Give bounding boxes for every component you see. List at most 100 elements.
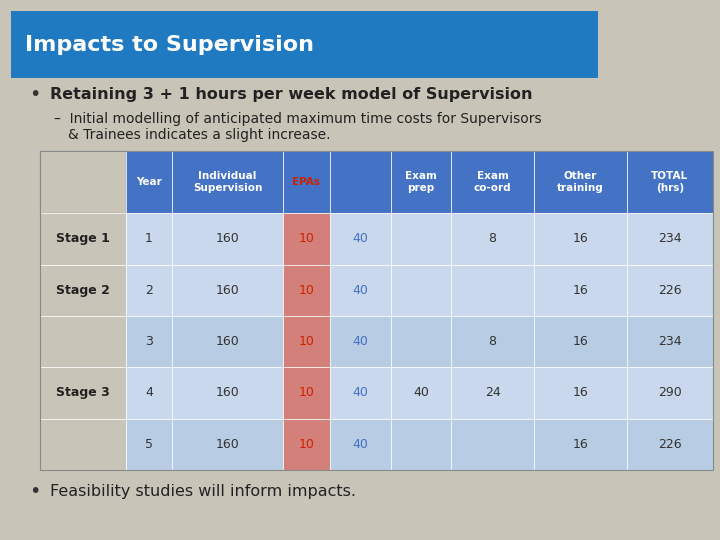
Bar xyxy=(390,213,451,265)
Bar xyxy=(451,367,534,418)
Bar xyxy=(627,367,713,418)
Bar xyxy=(534,316,627,367)
Text: 40: 40 xyxy=(352,386,368,400)
Bar xyxy=(627,418,713,470)
Bar xyxy=(172,367,283,418)
Text: •: • xyxy=(29,85,40,104)
Text: 1: 1 xyxy=(145,233,153,246)
Text: 16: 16 xyxy=(572,386,588,400)
Text: 2: 2 xyxy=(145,284,153,297)
Bar xyxy=(172,213,283,265)
Text: 8: 8 xyxy=(489,335,497,348)
Text: 160: 160 xyxy=(216,284,240,297)
Bar xyxy=(283,151,330,213)
Text: & Trainees indicates a slight increase.: & Trainees indicates a slight increase. xyxy=(68,128,331,142)
Bar xyxy=(451,151,534,213)
Bar xyxy=(534,367,627,418)
Bar xyxy=(451,213,534,265)
Text: 234: 234 xyxy=(658,233,682,246)
Bar xyxy=(534,213,627,265)
Text: Feasibility studies will inform impacts.: Feasibility studies will inform impacts. xyxy=(50,484,356,499)
Text: 10: 10 xyxy=(298,233,315,246)
Bar xyxy=(451,265,534,316)
Text: 4: 4 xyxy=(145,386,153,400)
Bar xyxy=(172,151,283,213)
Text: 160: 160 xyxy=(216,437,240,451)
Text: 24: 24 xyxy=(485,386,500,400)
Bar xyxy=(627,213,713,265)
Text: 5: 5 xyxy=(145,437,153,451)
Bar xyxy=(627,316,713,367)
Bar xyxy=(390,151,451,213)
Bar xyxy=(534,151,627,213)
Bar xyxy=(627,265,713,316)
Bar xyxy=(330,265,390,316)
Bar xyxy=(330,418,390,470)
Bar xyxy=(534,265,627,316)
Text: 40: 40 xyxy=(352,284,368,297)
Bar xyxy=(125,316,172,367)
Text: Impacts to Supervision: Impacts to Supervision xyxy=(25,35,314,55)
Text: 10: 10 xyxy=(298,386,315,400)
Text: Year: Year xyxy=(136,177,162,187)
Text: Stage 3: Stage 3 xyxy=(55,386,109,400)
Bar xyxy=(125,151,172,213)
Bar xyxy=(40,213,125,265)
Bar xyxy=(125,418,172,470)
Text: 16: 16 xyxy=(572,284,588,297)
Text: 226: 226 xyxy=(658,437,682,451)
Bar xyxy=(330,213,390,265)
Bar xyxy=(40,151,713,470)
Bar xyxy=(172,316,283,367)
Text: Stage 1: Stage 1 xyxy=(55,233,109,246)
Text: 290: 290 xyxy=(658,386,682,400)
Bar xyxy=(40,316,125,367)
Bar xyxy=(451,316,534,367)
Bar xyxy=(390,316,451,367)
Text: EPAs: EPAs xyxy=(292,177,320,187)
Text: Exam
co-ord: Exam co-ord xyxy=(474,171,511,193)
Text: 160: 160 xyxy=(216,335,240,348)
Text: 10: 10 xyxy=(298,284,315,297)
Text: 8: 8 xyxy=(489,233,497,246)
Text: 234: 234 xyxy=(658,335,682,348)
Text: •: • xyxy=(29,482,40,501)
Text: 16: 16 xyxy=(572,233,588,246)
Text: Individual
Supervision: Individual Supervision xyxy=(193,171,262,193)
Text: Retaining 3 + 1 hours per week model of Supervision: Retaining 3 + 1 hours per week model of … xyxy=(50,87,533,102)
Bar xyxy=(40,151,125,213)
Bar xyxy=(330,367,390,418)
Text: 40: 40 xyxy=(352,233,368,246)
Bar xyxy=(283,367,330,418)
Text: 40: 40 xyxy=(352,335,368,348)
Bar xyxy=(172,418,283,470)
Bar xyxy=(40,265,125,316)
Text: TOTAL
(hrs): TOTAL (hrs) xyxy=(652,171,688,193)
Text: 160: 160 xyxy=(216,386,240,400)
Text: 160: 160 xyxy=(216,233,240,246)
Bar xyxy=(390,367,451,418)
Bar xyxy=(283,316,330,367)
Text: Exam
prep: Exam prep xyxy=(405,171,437,193)
Bar xyxy=(172,265,283,316)
Bar xyxy=(125,265,172,316)
Text: 10: 10 xyxy=(298,437,315,451)
Text: Other
training: Other training xyxy=(557,171,603,193)
Text: Admin: Admin xyxy=(341,177,379,187)
Bar xyxy=(330,151,390,213)
Text: 3: 3 xyxy=(145,335,153,348)
Bar xyxy=(125,213,172,265)
Bar xyxy=(40,418,125,470)
Bar xyxy=(283,213,330,265)
Bar xyxy=(40,367,125,418)
Bar xyxy=(330,316,390,367)
Bar xyxy=(283,265,330,316)
Bar xyxy=(283,418,330,470)
Bar xyxy=(534,418,627,470)
Bar xyxy=(627,151,713,213)
Bar xyxy=(11,11,598,78)
Bar xyxy=(125,367,172,418)
Text: –  Initial modelling of anticipated maximum time costs for Supervisors: – Initial modelling of anticipated maxim… xyxy=(54,112,541,126)
Text: 40: 40 xyxy=(352,437,368,451)
Bar xyxy=(451,418,534,470)
